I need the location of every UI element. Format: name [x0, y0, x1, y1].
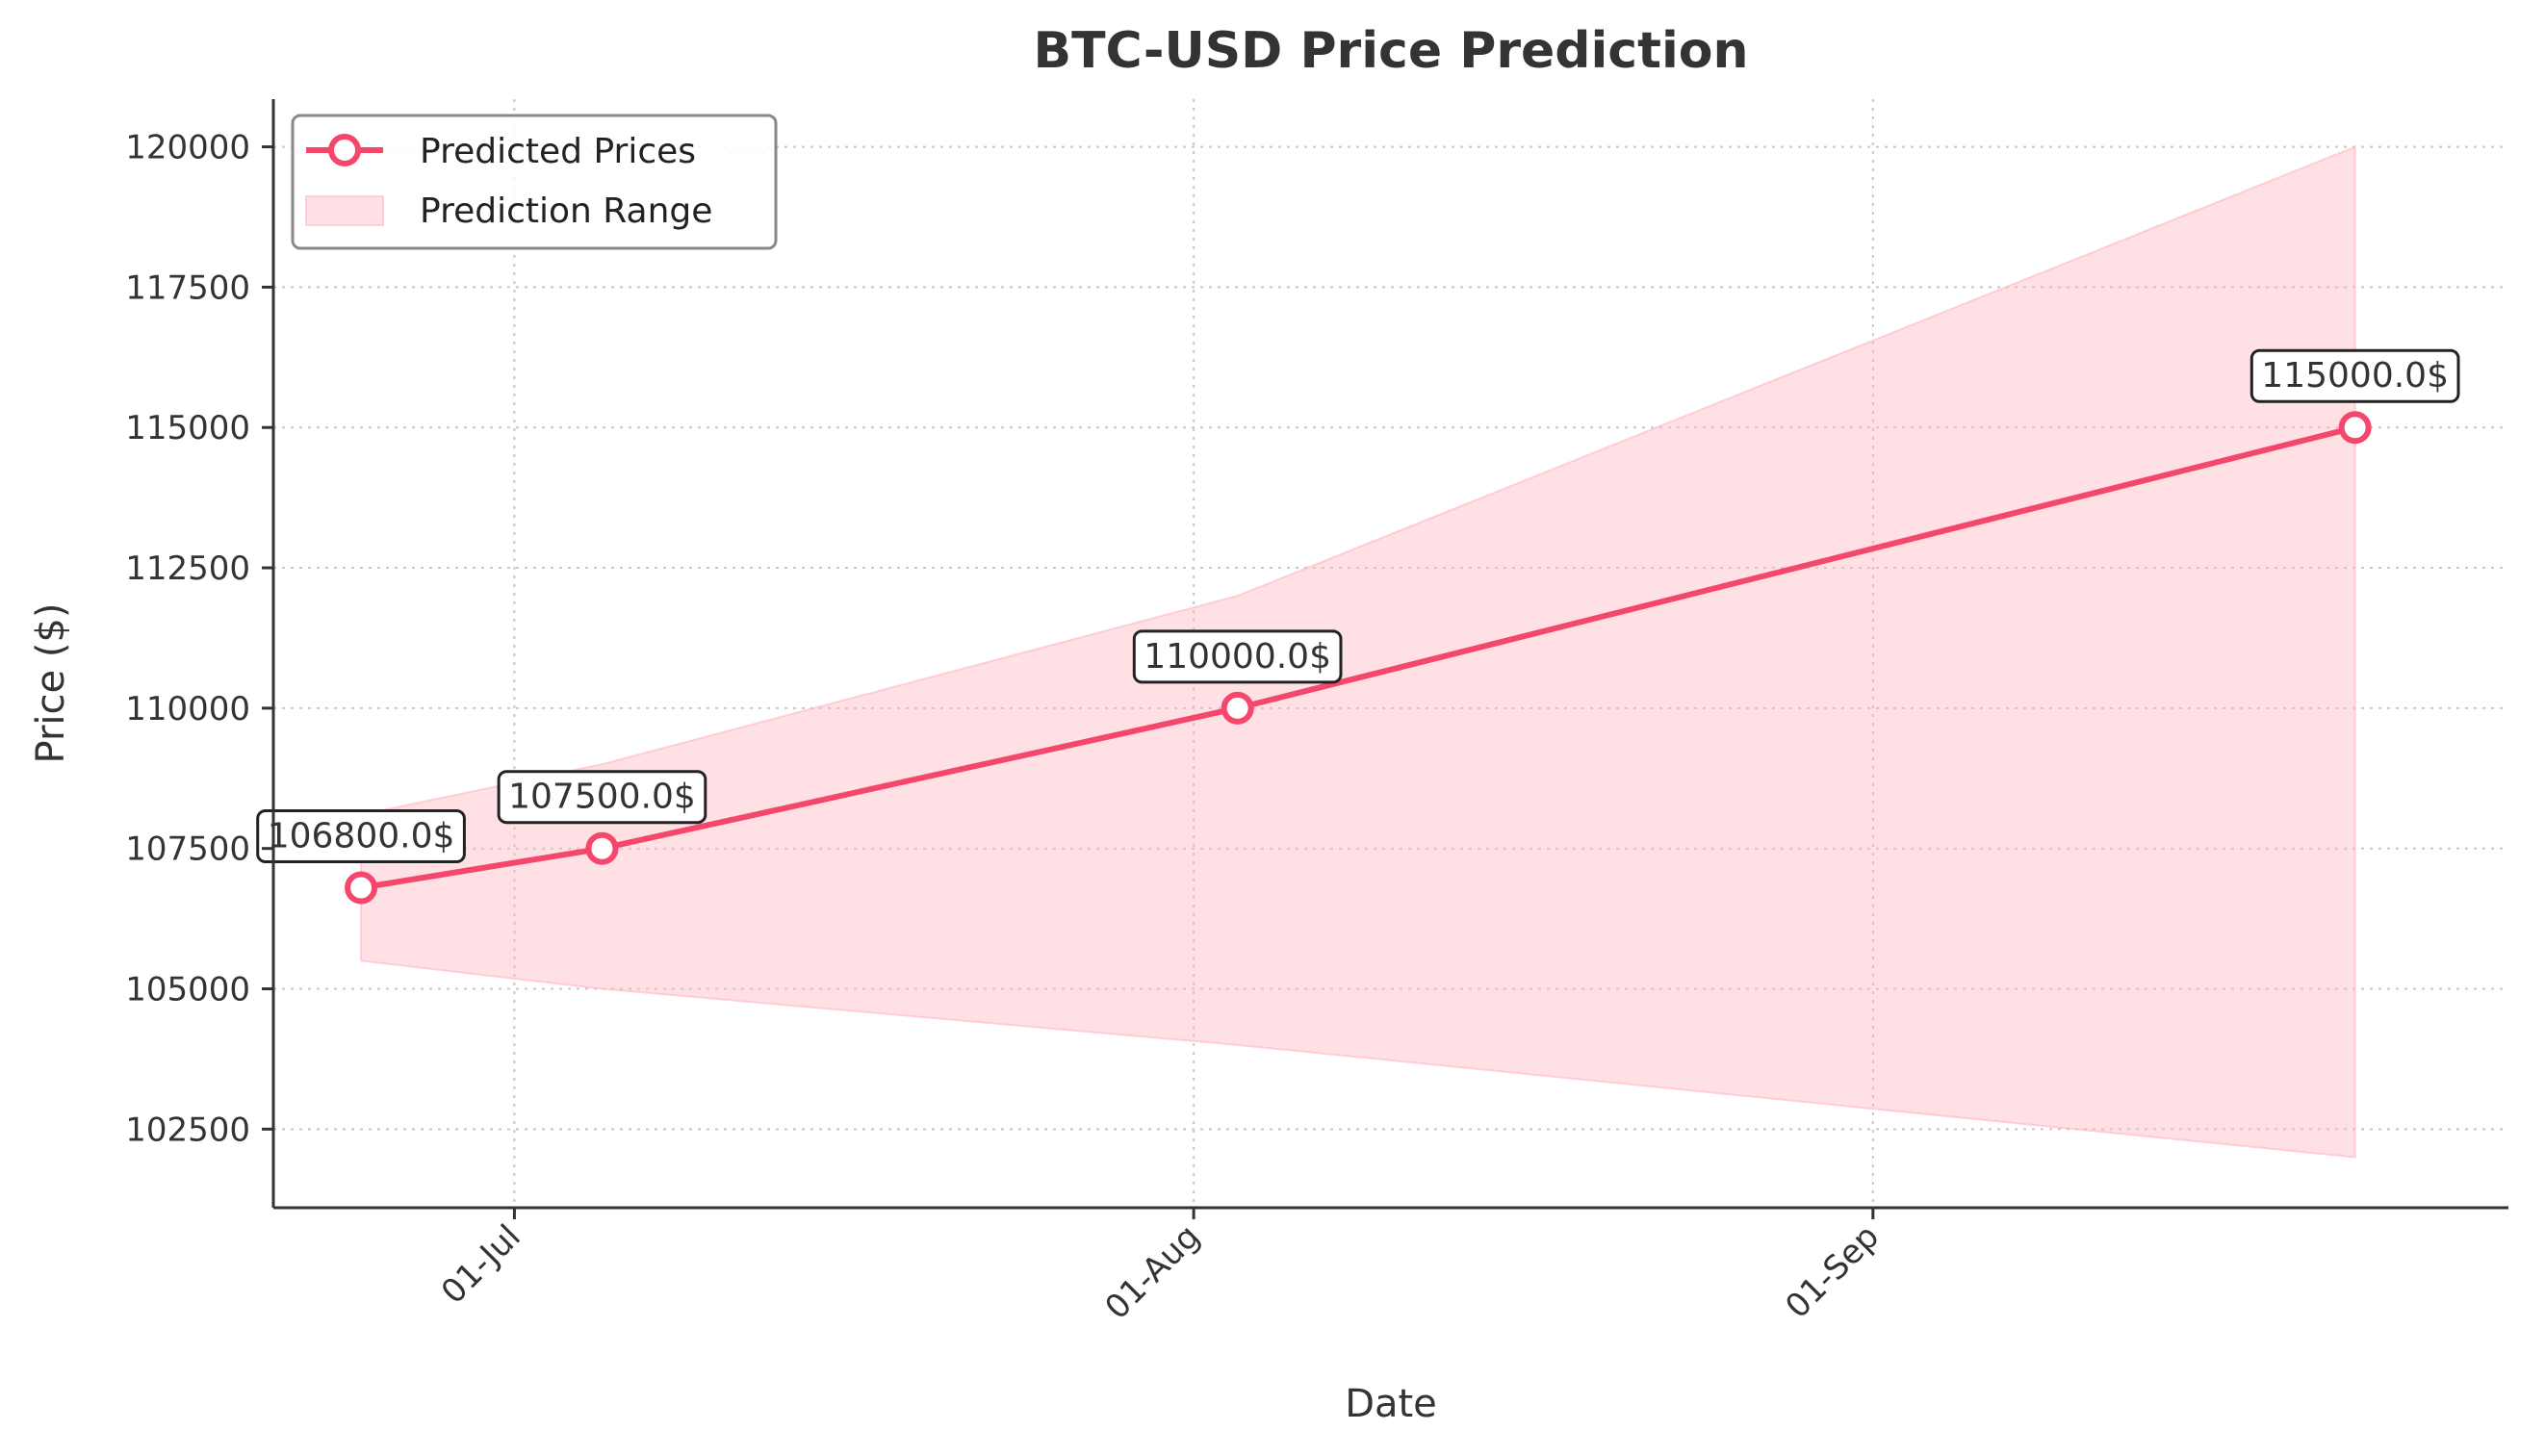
y-tick-label: 105000: [125, 971, 250, 1009]
legend-label-range: Prediction Range: [420, 192, 712, 231]
annotation-label: 115000.0$: [2261, 356, 2449, 396]
annotations: 106800.0$ 107500.0$ 110000.0$ 115000.0$: [256, 348, 2460, 864]
data-point: [585, 831, 619, 865]
y-tick-label: 112500: [125, 549, 250, 588]
data-points: [345, 411, 2372, 905]
y-tick-label: 115000: [125, 409, 250, 447]
y-tick-label: 102500: [125, 1111, 250, 1149]
annotation-box: [497, 770, 707, 825]
annotation-label: 106800.0$: [268, 817, 455, 856]
chart-title: BTC-USD Price Prediction: [1033, 22, 1748, 80]
legend: Predicted Prices Prediction Range: [291, 114, 778, 250]
x-tick-label: 01-Jul: [434, 1217, 528, 1312]
annotation: 106800.0$: [256, 809, 466, 864]
annotation: 115000.0$: [2249, 348, 2460, 403]
annotation: 107500.0$: [497, 770, 707, 825]
legend-box: [291, 114, 778, 250]
legend-label-predicted: Predicted Prices: [420, 132, 696, 171]
x-tick-label: 01-Aug: [1098, 1217, 1208, 1327]
data-point: [345, 871, 378, 905]
y-tick-label: 120000: [125, 129, 250, 167]
annotation-box: [1132, 629, 1343, 684]
data-point: [1221, 691, 1254, 725]
axes: [271, 99, 2508, 1210]
annotation: 110000.0$: [1132, 629, 1343, 684]
predicted-prices-line: [360, 424, 2356, 891]
y-tick-label: 107500: [125, 830, 250, 869]
prediction-range-area: [360, 145, 2356, 1159]
data-point: [2338, 411, 2372, 445]
legend-marker-swatch: [328, 134, 361, 166]
annotation-label: 107500.0$: [508, 778, 696, 817]
grid: [273, 99, 2508, 1208]
y-tick-label: 110000: [125, 690, 250, 728]
y-tick-label: 117500: [125, 268, 250, 307]
x-tick-label: 01-Sep: [1778, 1217, 1887, 1326]
x-ticks: 01-Jul 01-Aug 01-Sep: [434, 1208, 1887, 1327]
x-axis-label: Date: [1345, 1382, 1437, 1426]
annotation-box: [256, 809, 466, 864]
legend-range-swatch: [305, 195, 384, 226]
y-axis-label: Price ($): [29, 603, 73, 764]
y-ticks: 102500 105000 107500 110000 112500 115000 1175…: [125, 129, 273, 1149]
annotation-label: 110000.0$: [1144, 637, 1331, 677]
annotation-box: [2249, 348, 2460, 403]
